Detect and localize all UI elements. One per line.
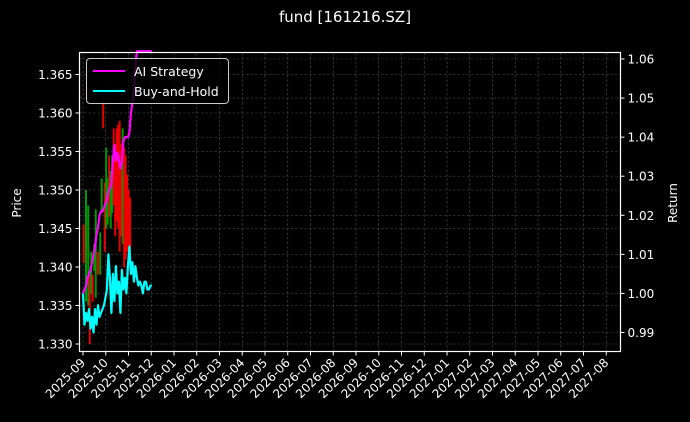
candlestick bbox=[103, 182, 106, 252]
candlestick bbox=[87, 205, 90, 306]
candlestick bbox=[105, 147, 108, 229]
candlestick bbox=[121, 128, 124, 244]
candlestick bbox=[124, 155, 127, 260]
legend-label: Buy-and-Hold bbox=[134, 83, 219, 99]
left-y-axis: 1.330 1.335 1.340 1.345 1.350 1.355 1.360 1.365 bbox=[38, 68, 80, 352]
y-tick-label: 1.350 bbox=[38, 184, 72, 198]
y-tick-label: 1.360 bbox=[38, 107, 72, 121]
y-tick-label-right: 1.04 bbox=[628, 131, 655, 145]
candlestick bbox=[117, 124, 120, 229]
candlestick bbox=[84, 190, 87, 302]
candlestick bbox=[114, 143, 117, 237]
x-axis: 2025-092025-102025-112025-122026-012026-… bbox=[43, 351, 611, 401]
y-tick-label: 1.365 bbox=[38, 68, 72, 82]
candlestick bbox=[94, 209, 97, 298]
candlestick bbox=[123, 147, 126, 267]
y-tick-label: 1.335 bbox=[38, 299, 72, 313]
y-tick-label-right: 1.02 bbox=[628, 209, 655, 223]
candlestick bbox=[90, 251, 93, 294]
candlestick bbox=[100, 178, 103, 214]
candlestick bbox=[120, 143, 123, 237]
legend-swatch-cyan-icon bbox=[93, 89, 125, 93]
chart-title: fund [161216.SZ] bbox=[278, 8, 412, 26]
candlestick bbox=[127, 190, 130, 260]
legend-item-ai-strategy: AI Strategy bbox=[93, 62, 204, 80]
candlestick bbox=[126, 174, 129, 252]
candlestick bbox=[129, 197, 132, 252]
right-y-axis: 0.99 1.00 1.01 1.02 1.03 1.04 1.05 1.06 bbox=[620, 53, 655, 340]
candlestick bbox=[109, 170, 112, 229]
series-lines bbox=[81, 50, 152, 334]
legend-swatch-magenta-icon bbox=[93, 69, 125, 73]
legend: AI Strategy Buy-and-Hold bbox=[86, 58, 229, 104]
series-line-buy-and-hold bbox=[81, 245, 152, 334]
y-tick-label: 1.330 bbox=[38, 338, 72, 352]
candlestick bbox=[102, 101, 105, 129]
candlestick bbox=[106, 178, 109, 225]
candlestick bbox=[115, 128, 118, 221]
candlestick bbox=[93, 243, 96, 271]
y-axis-label-left: Price bbox=[10, 188, 24, 217]
candlestick bbox=[82, 224, 85, 264]
y-tick-label-right: 1.06 bbox=[628, 53, 655, 67]
series-line-ai-strategy bbox=[81, 50, 152, 294]
y-tick-label: 1.340 bbox=[38, 261, 72, 275]
candlestick bbox=[99, 232, 102, 275]
y-tick-label-right: 0.99 bbox=[628, 326, 655, 340]
y-tick-label-right: 1.01 bbox=[628, 248, 655, 262]
candlestick bbox=[108, 155, 111, 217]
legend-item-buy-and-hold: Buy-and-Hold bbox=[93, 82, 219, 100]
legend-label: AI Strategy bbox=[134, 63, 204, 79]
y-axis-label-right: Return bbox=[666, 183, 680, 223]
candlestick bbox=[91, 274, 94, 302]
plot-frame bbox=[78, 51, 622, 353]
candlestick bbox=[112, 128, 115, 206]
y-tick-label: 1.345 bbox=[38, 222, 72, 236]
y-tick-label-right: 1.03 bbox=[628, 170, 655, 184]
grid-lines bbox=[79, 52, 621, 352]
y-tick-label: 1.355 bbox=[38, 145, 72, 159]
candlestick bbox=[118, 120, 121, 252]
candlestick bbox=[96, 251, 99, 275]
y-tick-label-right: 1.00 bbox=[628, 287, 655, 301]
y-tick-label-right: 1.05 bbox=[628, 92, 655, 106]
